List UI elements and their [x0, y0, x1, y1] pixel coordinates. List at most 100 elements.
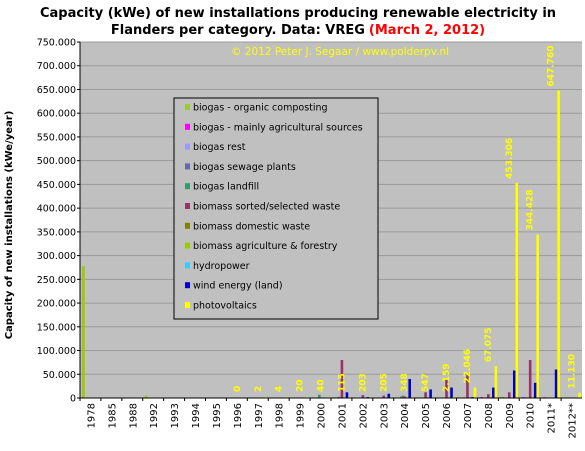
legend-swatch	[185, 104, 190, 110]
x-tick-label: 2003	[379, 403, 390, 428]
bar-wind-energy-land-	[345, 392, 349, 398]
legend-swatch	[185, 282, 190, 289]
bar-biomass-sorted-selected-waste	[424, 392, 427, 398]
x-tick-label: 1996	[233, 403, 244, 428]
data-label: 647.760	[547, 46, 557, 87]
data-label: 547	[421, 373, 431, 392]
bar-wind-energy-land-	[450, 387, 453, 398]
bar-biomass-agriculture-forestry	[82, 266, 85, 398]
data-label: 115	[337, 373, 347, 392]
y-tick-label: 200.000	[37, 299, 76, 310]
bar-photovoltaics	[473, 387, 477, 398]
data-label: 22.046	[463, 349, 473, 384]
data-label: 4	[275, 386, 285, 392]
legend-label: photovoltaics	[193, 301, 257, 312]
data-label: 2	[254, 386, 264, 392]
bar-biomass-sorted-selected-waste	[487, 394, 490, 398]
x-tick-label: 2000	[317, 403, 328, 428]
legend-swatch	[185, 262, 190, 269]
y-tick-label: 100.000	[37, 346, 76, 357]
legend-box	[173, 97, 379, 320]
y-axis-label: Capacity of new installations (kWe/year)	[4, 111, 15, 340]
x-tick-label: 2008	[484, 403, 495, 428]
legend-swatch	[185, 242, 190, 249]
x-tick-label: 2002	[358, 403, 369, 428]
legend-swatch	[185, 143, 190, 150]
data-label: 20	[296, 379, 306, 392]
legend-swatch	[185, 222, 190, 229]
x-tick-label: 1985	[107, 403, 118, 428]
y-tick-label: 400.000	[37, 204, 76, 215]
y-tick-label: 300.000	[37, 251, 76, 262]
y-tick-label: 50.000	[43, 370, 76, 381]
chart-title-line1: Capacity (kWe) of new installations prod…	[40, 6, 556, 21]
bar-wind-energy-land-	[554, 369, 558, 398]
bar-wind-energy-land-	[512, 370, 516, 398]
legend-label: biogas landfill	[193, 182, 259, 193]
legend-label: biogas - mainly agricultural sources	[193, 122, 363, 133]
legend-label: hydropower	[193, 261, 250, 272]
y-tick-label: 250.000	[37, 275, 76, 286]
legend-label: biogas rest	[193, 142, 246, 153]
data-label: 2.159	[442, 364, 452, 392]
y-tick-label: 0	[70, 394, 76, 405]
y-axis-ticks: 0 50.000 100.000 150.000 200.000 250.000 300.0…	[37, 38, 80, 405]
legend-label: wind energy (land)	[193, 281, 283, 292]
copyright-notice: © 2012 Peter J. Segaar / www.polderpv.nl	[231, 46, 449, 58]
legend-label: biogas - organic composting	[193, 103, 328, 114]
bar-photovoltaics	[557, 90, 560, 399]
y-tick-label: 750.000	[37, 38, 76, 49]
x-tick-label: 2004	[400, 403, 411, 428]
x-tick-label: 2006	[442, 403, 453, 428]
bar-biogas-sewage-plants	[400, 396, 403, 398]
bar-biomass-sorted-selected-waste	[528, 360, 532, 398]
y-tick-label: 450.000	[37, 180, 76, 191]
legend-swatch	[185, 183, 190, 190]
legend-swatch	[185, 123, 190, 130]
bar-wind-energy-land-	[533, 382, 537, 398]
bar-biomass-sorted-selected-waste	[466, 375, 469, 398]
legend-swatch	[185, 302, 190, 308]
legend-label: biomass sorted/selected waste	[193, 202, 340, 213]
bar-biogas-landfill	[318, 394, 321, 398]
y-tick-label: 600.000	[37, 109, 76, 120]
x-tick-label: 1999	[296, 403, 307, 428]
bar-biomass-sorted-selected-waste	[507, 392, 511, 398]
data-label: 453.306	[505, 138, 515, 179]
bar-biomass-sorted-selected-waste	[382, 395, 386, 398]
y-tick-label: 650.000	[37, 85, 76, 96]
bar-wind-energy-land-	[387, 393, 391, 398]
bar-photovoltaics	[578, 392, 581, 398]
data-label: 205	[379, 373, 389, 392]
x-tick-label: 1988	[128, 403, 139, 428]
x-tick-label: 1994	[191, 403, 202, 428]
data-label: 348	[400, 373, 410, 392]
legend-label: biomass domestic waste	[193, 221, 310, 232]
y-tick-label: 500.000	[37, 156, 76, 167]
data-label: 67.075	[484, 327, 494, 362]
legend-swatch	[185, 163, 190, 170]
bar-photovoltaics	[536, 234, 540, 398]
y-tick-label: 150.000	[37, 322, 76, 333]
data-label: 0	[233, 386, 243, 392]
data-label: 344.428	[526, 190, 536, 231]
bar-biomass-sorted-selected-waste	[361, 395, 365, 398]
x-tick-label: 2012**	[568, 403, 579, 438]
y-tick-label: 700.000	[37, 61, 76, 72]
bar-biomass-sorted-selected-waste	[403, 396, 406, 398]
data-labels: 0 2 4 20 40 115 203 205 348 547 2.159 22.046 67.075 4…	[233, 46, 578, 392]
data-label: 203	[358, 373, 368, 392]
chart-title-main: Flanders per category. Data: VREG	[111, 23, 365, 38]
legend-label: biogas sewage plants	[193, 162, 296, 173]
x-tick-label: 2011*	[547, 403, 558, 433]
chart-title-date: (March 2, 2012)	[369, 23, 485, 38]
x-tick-label: 2005	[421, 403, 432, 428]
data-label: 40	[317, 379, 327, 392]
x-tick-label: 2001	[337, 403, 348, 428]
bar-wind-energy-land-	[429, 389, 432, 398]
x-tick-label: 1993	[170, 403, 181, 428]
data-label: 11.130	[568, 354, 578, 389]
x-tick-label: 2007	[463, 403, 474, 428]
bar-photovoltaics	[494, 366, 498, 398]
